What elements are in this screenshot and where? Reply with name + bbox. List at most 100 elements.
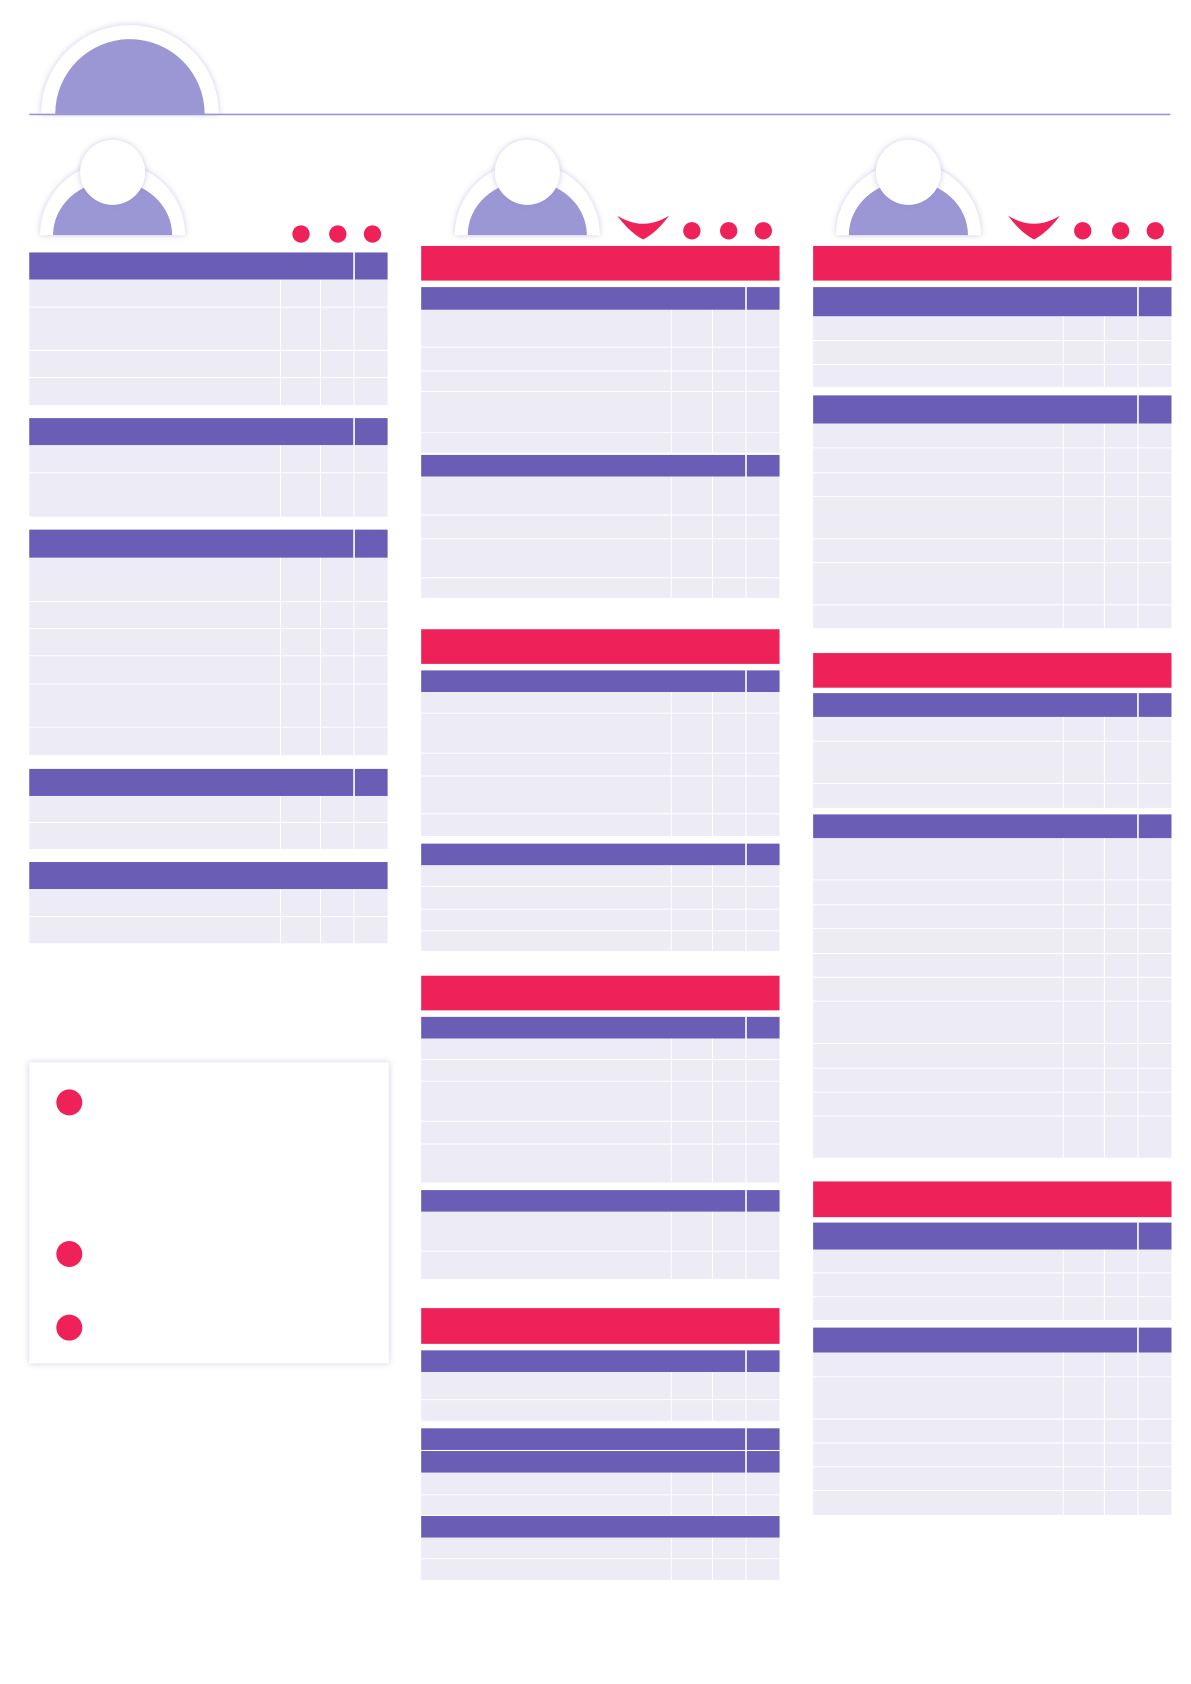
table-row: [813, 341, 1172, 366]
status-dot: [292, 225, 310, 243]
table-header: [813, 814, 1172, 839]
table-row: [421, 1060, 780, 1082]
table-row: [29, 378, 388, 407]
table-row: [813, 929, 1172, 955]
table-row: [421, 1472, 780, 1496]
table-row: [813, 954, 1172, 978]
section-band: [813, 1181, 1172, 1218]
table-row: [813, 716, 1172, 742]
section-band: [421, 975, 780, 1011]
table-row: [813, 905, 1172, 930]
table-row: [813, 539, 1172, 564]
header-decoration: [29, 25, 1171, 116]
table-row: [421, 433, 780, 454]
table-row: [813, 1068, 1172, 1093]
table-row: [813, 605, 1172, 630]
table-row: [29, 629, 388, 657]
table-row: [421, 1400, 780, 1422]
table-row: [29, 727, 388, 756]
legend-dot: [56, 1089, 83, 1116]
table-row: [421, 1251, 780, 1280]
avatar-body: [467, 180, 587, 236]
table-row: [813, 784, 1172, 809]
table-row: [421, 309, 780, 348]
legend-panel: [29, 1062, 389, 1364]
table-header: [29, 252, 388, 280]
section-band: [813, 245, 1172, 281]
avatar-head: [500, 145, 555, 200]
table-row: [813, 448, 1172, 474]
table-row: [421, 1144, 780, 1184]
table-row: [813, 1419, 1172, 1444]
table-row: [421, 347, 780, 372]
table-row: [421, 1121, 780, 1145]
table-row: [813, 1273, 1172, 1298]
table-row: [813, 1116, 1172, 1159]
table-row: [421, 692, 780, 714]
section-band: [421, 629, 780, 664]
table-row: [813, 1377, 1172, 1420]
status-dot: [720, 222, 738, 240]
avatar-head: [881, 145, 936, 200]
table-header: [421, 287, 780, 310]
table-row: [421, 865, 780, 887]
section-band: [421, 1308, 780, 1344]
table-row: [421, 392, 780, 434]
table-row: [813, 977, 1172, 1002]
table-header: [813, 287, 1172, 317]
status-dot: [754, 222, 772, 240]
table-row: [421, 909, 780, 932]
table-row: [813, 316, 1172, 342]
table-row: [421, 753, 780, 777]
table-row: [813, 880, 1172, 906]
legend-dot: [56, 1240, 83, 1267]
status-dot: [1074, 222, 1092, 240]
table-row: [29, 350, 388, 379]
table-row: [29, 307, 388, 351]
table-row: [421, 1081, 780, 1122]
table-row: [813, 1001, 1172, 1044]
table-row: [29, 602, 388, 630]
chevron-icon: [1008, 215, 1060, 240]
table-row: [813, 563, 1172, 606]
table-row: [813, 1249, 1172, 1274]
table-row: [421, 1559, 780, 1581]
table-header: [813, 1222, 1172, 1250]
table-header: [29, 768, 388, 796]
table-row: [29, 279, 388, 308]
section-band: [813, 653, 1172, 688]
avatar-head: [85, 145, 140, 200]
table-row: [813, 1092, 1172, 1117]
tables: [29, 139, 1172, 1581]
table-row: [29, 917, 388, 945]
table-row: [813, 1297, 1172, 1322]
table-row: [421, 1211, 780, 1252]
avatar-body: [848, 180, 968, 236]
table-row: [29, 684, 388, 728]
table-row: [813, 473, 1172, 498]
table-row: [813, 1443, 1172, 1468]
table-row: [29, 795, 388, 824]
table-row: [421, 1371, 780, 1401]
table-row: [29, 656, 388, 685]
status-dot: [329, 225, 347, 243]
table-row: [29, 889, 388, 918]
table-header: [813, 395, 1172, 424]
table-header: [29, 529, 388, 558]
table-row: [421, 476, 780, 516]
table-header: [421, 1515, 780, 1538]
table-row: [421, 539, 780, 579]
table-row: [29, 823, 388, 851]
table-header: [421, 1016, 780, 1039]
table-header: [421, 670, 780, 693]
table-header: [813, 1327, 1172, 1353]
table-row: [421, 371, 780, 393]
chevron-icon: [617, 215, 670, 240]
table-row: [421, 1537, 780, 1560]
table-row: [29, 445, 388, 474]
avatar-body: [53, 181, 173, 236]
section-band: [421, 245, 780, 281]
status-dot: [1111, 222, 1130, 240]
status-dot: [363, 225, 382, 243]
status-dot: [1146, 222, 1164, 240]
